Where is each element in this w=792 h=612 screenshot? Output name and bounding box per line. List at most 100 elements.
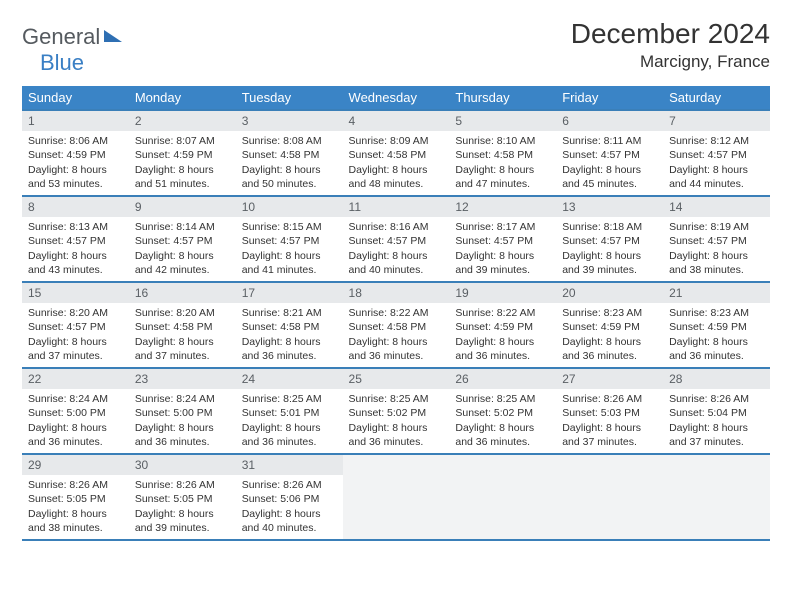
day-number: 17 bbox=[236, 283, 343, 303]
calendar-cell: 22Sunrise: 8:24 AMSunset: 5:00 PMDayligh… bbox=[22, 368, 129, 454]
sunrise-text: Sunrise: 8:26 AM bbox=[669, 392, 764, 406]
sunrise-text: Sunrise: 8:24 AM bbox=[28, 392, 123, 406]
location-label: Marcigny, France bbox=[571, 52, 770, 72]
sunset-text: Sunset: 4:58 PM bbox=[349, 148, 444, 162]
calendar-cell: 8Sunrise: 8:13 AMSunset: 4:57 PMDaylight… bbox=[22, 196, 129, 282]
sunrise-text: Sunrise: 8:24 AM bbox=[135, 392, 230, 406]
calendar-cell: 11Sunrise: 8:16 AMSunset: 4:57 PMDayligh… bbox=[343, 196, 450, 282]
sunset-text: Sunset: 4:58 PM bbox=[135, 320, 230, 334]
sunrise-text: Sunrise: 8:09 AM bbox=[349, 134, 444, 148]
daylight-text: Daylight: 8 hours and 42 minutes. bbox=[135, 249, 230, 277]
page-title: December 2024 bbox=[571, 18, 770, 50]
sunset-text: Sunset: 4:59 PM bbox=[135, 148, 230, 162]
day-body: Sunrise: 8:22 AMSunset: 4:58 PMDaylight:… bbox=[343, 303, 450, 367]
weekday-header: Thursday bbox=[449, 86, 556, 110]
day-number: 10 bbox=[236, 197, 343, 217]
daylight-text: Daylight: 8 hours and 47 minutes. bbox=[455, 163, 550, 191]
weekday-header: Wednesday bbox=[343, 86, 450, 110]
sunrise-text: Sunrise: 8:08 AM bbox=[242, 134, 337, 148]
calendar-cell bbox=[556, 454, 663, 540]
empty-daynum bbox=[343, 455, 450, 475]
calendar-cell: 14Sunrise: 8:19 AMSunset: 4:57 PMDayligh… bbox=[663, 196, 770, 282]
day-body: Sunrise: 8:26 AMSunset: 5:06 PMDaylight:… bbox=[236, 475, 343, 539]
sunrise-text: Sunrise: 8:21 AM bbox=[242, 306, 337, 320]
weekday-header: Monday bbox=[129, 86, 236, 110]
daylight-text: Daylight: 8 hours and 36 minutes. bbox=[455, 335, 550, 363]
day-number: 12 bbox=[449, 197, 556, 217]
day-body: Sunrise: 8:10 AMSunset: 4:58 PMDaylight:… bbox=[449, 131, 556, 195]
sunset-text: Sunset: 5:01 PM bbox=[242, 406, 337, 420]
day-body: Sunrise: 8:19 AMSunset: 4:57 PMDaylight:… bbox=[663, 217, 770, 281]
day-number: 16 bbox=[129, 283, 236, 303]
weekday-header: Sunday bbox=[22, 86, 129, 110]
sunset-text: Sunset: 4:57 PM bbox=[135, 234, 230, 248]
calendar-cell: 16 Sunrise: 8:20 AMSunset: 4:58 PMDayligh… bbox=[129, 282, 236, 368]
sunrise-text: Sunrise: 8:25 AM bbox=[349, 392, 444, 406]
sunrise-text: Sunrise: 8:26 AM bbox=[242, 478, 337, 492]
day-body: Sunrise: 8:20 AMSunset: 4:57 PMDaylight:… bbox=[22, 303, 129, 367]
daylight-text: Daylight: 8 hours and 36 minutes. bbox=[669, 335, 764, 363]
calendar-cell bbox=[663, 454, 770, 540]
day-number: 29 bbox=[22, 455, 129, 475]
calendar-cell: 13Sunrise: 8:18 AMSunset: 4:57 PMDayligh… bbox=[556, 196, 663, 282]
day-body: Sunrise: 8:09 AMSunset: 4:58 PMDaylight:… bbox=[343, 131, 450, 195]
sunset-text: Sunset: 4:58 PM bbox=[455, 148, 550, 162]
sunset-text: Sunset: 5:03 PM bbox=[562, 406, 657, 420]
sunset-text: Sunset: 4:58 PM bbox=[242, 148, 337, 162]
day-number: 14 bbox=[663, 197, 770, 217]
empty-daynum bbox=[663, 455, 770, 475]
day-number: 9 bbox=[129, 197, 236, 217]
calendar-cell: 10Sunrise: 8:15 AMSunset: 4:57 PMDayligh… bbox=[236, 196, 343, 282]
calendar-cell: 20Sunrise: 8:23 AMSunset: 4:59 PMDayligh… bbox=[556, 282, 663, 368]
day-number: 15 bbox=[22, 283, 129, 303]
empty-daynum bbox=[449, 455, 556, 475]
calendar-cell: 29Sunrise: 8:26 AMSunset: 5:05 PMDayligh… bbox=[22, 454, 129, 540]
calendar-cell: 25Sunrise: 8:25 AMSunset: 5:02 PMDayligh… bbox=[343, 368, 450, 454]
day-number: 11 bbox=[343, 197, 450, 217]
calendar-cell: 6Sunrise: 8:11 AMSunset: 4:57 PMDaylight… bbox=[556, 110, 663, 196]
calendar-cell: 4Sunrise: 8:09 AMSunset: 4:58 PMDaylight… bbox=[343, 110, 450, 196]
sunset-text: Sunset: 5:02 PM bbox=[349, 406, 444, 420]
sunset-text: Sunset: 4:57 PM bbox=[562, 148, 657, 162]
day-number: 26 bbox=[449, 369, 556, 389]
daylight-text: Daylight: 8 hours and 48 minutes. bbox=[349, 163, 444, 191]
calendar-cell: 2Sunrise: 8:07 AMSunset: 4:59 PMDaylight… bbox=[129, 110, 236, 196]
daylight-text: Daylight: 8 hours and 38 minutes. bbox=[28, 507, 123, 535]
day-number: 1 bbox=[22, 111, 129, 131]
day-number: 7 bbox=[663, 111, 770, 131]
title-block: December 2024 Marcigny, France bbox=[571, 18, 770, 72]
calendar-cell: 17Sunrise: 8:21 AMSunset: 4:58 PMDayligh… bbox=[236, 282, 343, 368]
day-body: Sunrise: 8:06 AMSunset: 4:59 PMDaylight:… bbox=[22, 131, 129, 195]
day-body: Sunrise: 8:18 AMSunset: 4:57 PMDaylight:… bbox=[556, 217, 663, 281]
day-body: Sunrise: 8:11 AMSunset: 4:57 PMDaylight:… bbox=[556, 131, 663, 195]
day-body: Sunrise: 8:23 AMSunset: 4:59 PMDaylight:… bbox=[663, 303, 770, 367]
calendar-cell: 3Sunrise: 8:08 AMSunset: 4:58 PMDaylight… bbox=[236, 110, 343, 196]
sunrise-text: Sunrise: 8:23 AM bbox=[669, 306, 764, 320]
sunset-text: Sunset: 4:57 PM bbox=[28, 320, 123, 334]
sunset-text: Sunset: 4:59 PM bbox=[669, 320, 764, 334]
daylight-text: Daylight: 8 hours and 37 minutes. bbox=[135, 335, 230, 363]
calendar-cell: 27Sunrise: 8:26 AMSunset: 5:03 PMDayligh… bbox=[556, 368, 663, 454]
day-body: Sunrise: 8:26 AMSunset: 5:05 PMDaylight:… bbox=[129, 475, 236, 539]
day-body: Sunrise: 8:16 AMSunset: 4:57 PMDaylight:… bbox=[343, 217, 450, 281]
sunset-text: Sunset: 4:58 PM bbox=[349, 320, 444, 334]
day-number: 2 bbox=[129, 111, 236, 131]
page-header: General Blue December 2024 Marcigny, Fra… bbox=[22, 18, 770, 76]
logo-word-1: General bbox=[22, 24, 100, 49]
sunrise-text: Sunrise: 8:23 AM bbox=[562, 306, 657, 320]
calendar-week-row: 29Sunrise: 8:26 AMSunset: 5:05 PMDayligh… bbox=[22, 454, 770, 540]
day-body: Sunrise: 8:25 AMSunset: 5:02 PMDaylight:… bbox=[343, 389, 450, 453]
sunset-text: Sunset: 4:59 PM bbox=[562, 320, 657, 334]
weekday-header: Tuesday bbox=[236, 86, 343, 110]
daylight-text: Daylight: 8 hours and 44 minutes. bbox=[669, 163, 764, 191]
day-body: Sunrise: 8:23 AMSunset: 4:59 PMDaylight:… bbox=[556, 303, 663, 367]
sunrise-text: Sunrise: 8:25 AM bbox=[455, 392, 550, 406]
day-body: Sunrise: 8:17 AMSunset: 4:57 PMDaylight:… bbox=[449, 217, 556, 281]
daylight-text: Daylight: 8 hours and 39 minutes. bbox=[135, 507, 230, 535]
sunset-text: Sunset: 4:57 PM bbox=[28, 234, 123, 248]
sunrise-text: Sunrise: 8:07 AM bbox=[135, 134, 230, 148]
calendar-cell: 1Sunrise: 8:06 AMSunset: 4:59 PMDaylight… bbox=[22, 110, 129, 196]
daylight-text: Daylight: 8 hours and 37 minutes. bbox=[669, 421, 764, 449]
day-number: 30 bbox=[129, 455, 236, 475]
sunrise-text: Sunrise: 8:20 AM bbox=[135, 306, 230, 320]
